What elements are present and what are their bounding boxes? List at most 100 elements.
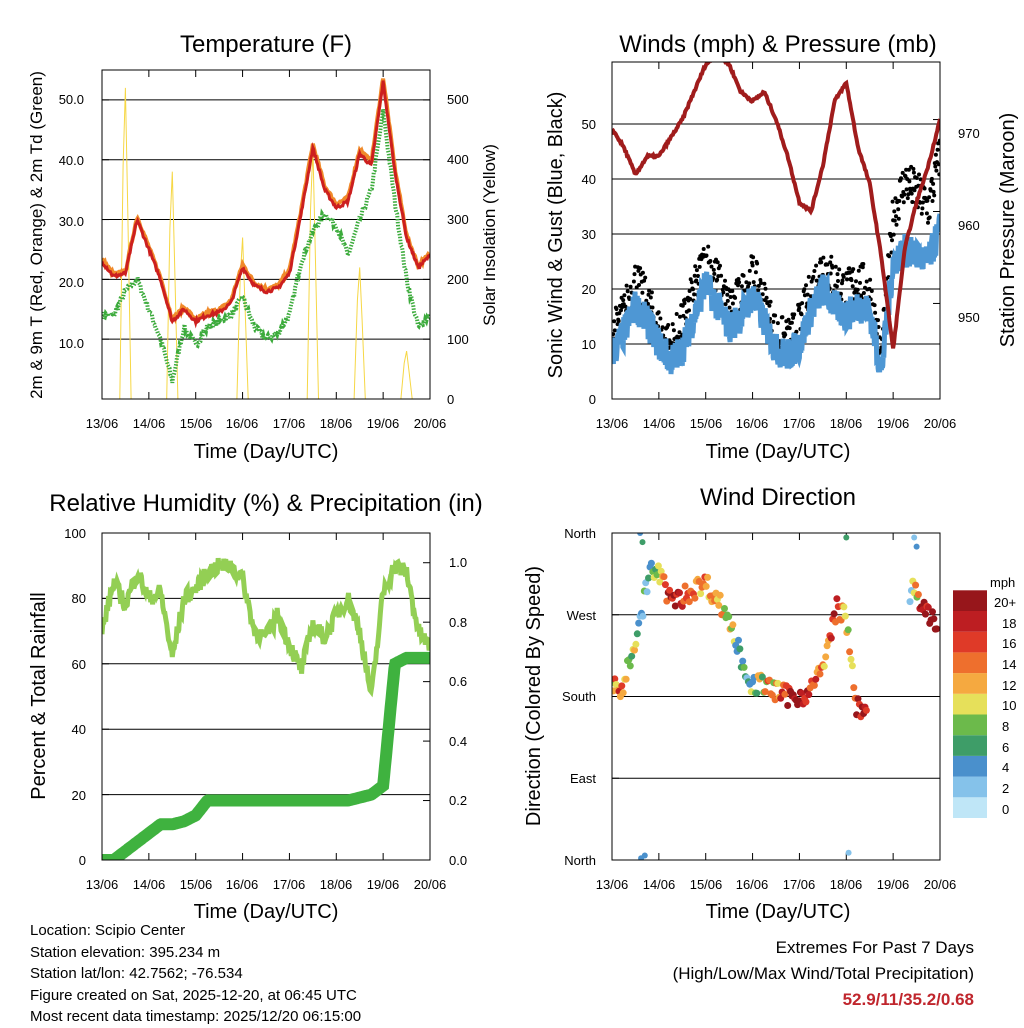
direction-point-160 xyxy=(833,595,841,603)
wind-tick-20: 20 xyxy=(582,282,596,297)
gust-point-364 xyxy=(814,278,819,283)
gust-point-138 xyxy=(687,289,692,293)
gust-point-287 xyxy=(771,319,776,324)
wind-tick-0: 0 xyxy=(589,392,596,407)
dir-tick-south: South xyxy=(562,689,596,704)
gust-point-100 xyxy=(666,323,671,327)
direction-point-151 xyxy=(820,662,828,670)
wind-time-tick-1: 14/06 xyxy=(643,416,676,431)
temp-tick-30: 30.0 xyxy=(59,214,84,229)
humidity-right-tick-labels: 0.0 0.2 0.4 0.6 0.8 1.0 xyxy=(449,555,467,868)
direction-point-extra-1 xyxy=(639,539,646,546)
rh-tick-80: 80 xyxy=(72,591,86,606)
gust-point-320 xyxy=(789,320,794,325)
direction-point-28 xyxy=(647,559,655,567)
gust-point-410 xyxy=(840,278,845,283)
gust-point-418 xyxy=(845,277,849,282)
pressure-tick-950: 950 xyxy=(958,310,980,325)
wind-tick-30: 30 xyxy=(582,227,596,242)
direction-point-199 xyxy=(930,615,938,623)
gust-point-524 xyxy=(904,187,909,192)
direction-title: Wind Direction xyxy=(700,484,856,511)
direction-point-extra-6 xyxy=(638,855,645,860)
gust-point-4 xyxy=(612,319,617,324)
gust-point-505 xyxy=(894,214,898,219)
gust-point-137 xyxy=(687,308,691,313)
gust-point-528 xyxy=(906,167,911,172)
legend-swatch-9 xyxy=(953,611,987,632)
gust-point-407 xyxy=(838,291,843,296)
legend-label-14: 14 xyxy=(1002,657,1016,672)
gust-point-59 xyxy=(643,275,648,280)
gust-point-258 xyxy=(755,261,760,266)
gust-point-163 xyxy=(701,247,706,251)
gust-point-16 xyxy=(619,308,623,313)
pressure-tick-970: 970 xyxy=(958,126,980,141)
gust-point-467 xyxy=(872,303,877,308)
gust-point-144 xyxy=(691,287,695,292)
direction-point-8 xyxy=(619,689,627,697)
gust-point-8 xyxy=(614,307,619,311)
gust-point-537 xyxy=(911,170,916,175)
gust-point-303 xyxy=(780,315,785,320)
gust-point-448 xyxy=(861,291,866,295)
gust-point-40 xyxy=(632,272,637,277)
direction-point-148 xyxy=(816,670,824,678)
legend-swatch-2 xyxy=(953,755,987,777)
gust-point-72 xyxy=(650,305,655,310)
legend-label-0: 0 xyxy=(1002,802,1009,817)
humidity-frame xyxy=(101,532,431,861)
direction-point-77 xyxy=(716,591,724,599)
gust-point-503 xyxy=(892,218,897,223)
gust-point-115 xyxy=(674,312,679,316)
humidity-ylabel-left: Percent & Total Rainfall xyxy=(28,592,50,800)
direction-point-195 xyxy=(924,603,932,611)
gust-point-517 xyxy=(900,170,905,175)
direction-point-166 xyxy=(841,612,849,620)
gust-point-328 xyxy=(794,329,799,334)
gust-point-390 xyxy=(829,254,834,259)
gust-point-129 xyxy=(682,301,687,306)
wind-time-tick-6: 19/06 xyxy=(877,416,910,431)
temperature-ylabel-left: 2m & 9m T (Red, Orange) & 2m Td (Green) xyxy=(27,71,46,399)
direction-point-109 xyxy=(761,688,769,696)
gust-point-565 xyxy=(927,215,932,220)
station-latlon: Station lat/lon: 42.7562; -76.534 xyxy=(30,965,243,982)
precip-tick-0.8: 0.8 xyxy=(449,615,467,630)
temperature-right-tick-labels: 0 100 200 300 400 500 xyxy=(447,92,469,407)
gust-point-57 xyxy=(642,278,647,283)
rh-tick-40: 40 xyxy=(72,722,86,737)
gust-point-147 xyxy=(692,273,697,278)
direction-point-13 xyxy=(626,662,634,670)
temperature-title: Temperature (F) xyxy=(180,31,352,58)
temperature-left-tick-labels: 10.0 20.0 30.0 40.0 50.0 xyxy=(59,92,84,351)
speed-legend-swatches xyxy=(953,590,987,818)
gust-point-360 xyxy=(812,269,817,273)
direction-point-107 xyxy=(758,673,766,681)
sonic-wind-series xyxy=(612,213,940,375)
direction-point-67 xyxy=(702,582,710,590)
rh-time-tick-7: 20/06 xyxy=(414,877,447,892)
gust-point-571 xyxy=(931,181,936,186)
direction-point-2 xyxy=(612,675,619,683)
gust-point-468 xyxy=(873,310,878,315)
gust-point-194 xyxy=(719,273,724,278)
direction-time-tick-labels: 13/06 14/06 15/06 16/06 17/06 18/06 19/0… xyxy=(596,877,957,892)
gust-point-142 xyxy=(689,280,694,285)
winds-left-tick-labels: 0 10 20 30 40 50 xyxy=(582,117,596,407)
gust-point-202 xyxy=(723,302,728,307)
gust-point-556 xyxy=(922,186,927,191)
gust-point-519 xyxy=(901,200,906,205)
gust-point-86 xyxy=(658,316,663,321)
extremes-box: Extremes For Past 7 Days (High/Low/Max W… xyxy=(673,935,974,1013)
gust-point-110 xyxy=(671,328,676,333)
gust-point-150 xyxy=(694,278,699,283)
direction-point-45 xyxy=(671,602,679,610)
gust-point-358 xyxy=(811,274,816,279)
gust-point-54 xyxy=(640,290,645,295)
legend-swatch-10 xyxy=(953,590,987,611)
direction-point-152 xyxy=(822,653,830,661)
gust-point-511 xyxy=(897,199,902,203)
gust-point-316 xyxy=(787,326,792,331)
gust-point-188 xyxy=(715,260,720,265)
